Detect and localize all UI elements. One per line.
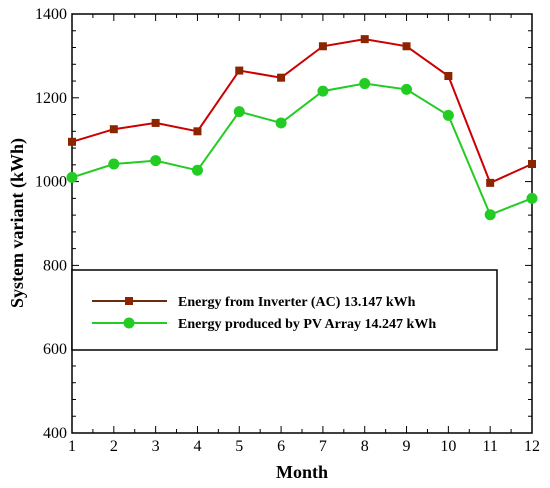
plot-frame [71,13,533,434]
series-1-point [486,178,495,187]
series-2-point [108,158,120,170]
y-tick-label: 1000 [35,174,67,191]
y-tick-label: 600 [43,341,67,358]
series-1-point [151,118,160,127]
legend-label-1: Energy from Inverter (AC) 13.147 kWh [178,295,416,310]
series-2-point [275,117,287,129]
series-2-point [66,171,78,183]
x-tick-label: 1 [68,438,76,455]
x-tick-label: 11 [482,438,497,455]
series-2-point [359,78,371,90]
legend-marker-2 [123,317,135,329]
series-1-point [318,42,327,51]
series-2-point [191,164,203,176]
legend-label-2: Energy produced by PV Array 14.247 kWh [178,317,436,332]
y-tick-label: 800 [43,257,67,274]
series-2-point [233,106,245,118]
series-layer [66,35,538,221]
x-tick-label: 5 [235,438,243,455]
x-tick-label: 7 [319,438,327,455]
x-tick-label: 6 [277,438,285,455]
y-axis-title: System variant (kWh) [7,138,28,308]
x-tick-label: 2 [110,438,118,455]
x-tick-label: 8 [361,438,369,455]
x-tick-label: 4 [193,438,201,455]
x-axis-title: Month [276,462,328,482]
series-1-point [277,73,286,82]
series-1-point [402,42,411,51]
series-2-point [526,192,538,204]
series-1-point [360,35,369,44]
x-tick-label: 12 [524,438,540,455]
series-2-point [317,85,329,97]
series-line-1 [71,38,533,185]
series-1-point [235,66,244,75]
series-1-point [528,160,536,169]
series-2-point [150,155,162,167]
series-2-point [484,209,496,221]
series-2-point [401,83,413,95]
y-tick-label: 400 [43,425,67,442]
x-tick-label: 10 [440,438,456,455]
series-2-point [442,109,454,121]
y-tick-label: 1200 [35,90,67,107]
series-1-point [68,137,76,146]
series-1-point [109,125,118,134]
legend-marker-1 [125,297,133,305]
x-tick-label: 9 [403,438,411,455]
series-line-2 [71,82,533,216]
series-1-point [444,72,453,81]
x-tick-label: 3 [152,438,160,455]
legend: Energy from Inverter (AC) 13.147 kWh Ener… [71,269,498,351]
legend-box [71,269,498,351]
series-1-point [193,127,202,136]
y-tick-label: 1400 [35,6,67,23]
